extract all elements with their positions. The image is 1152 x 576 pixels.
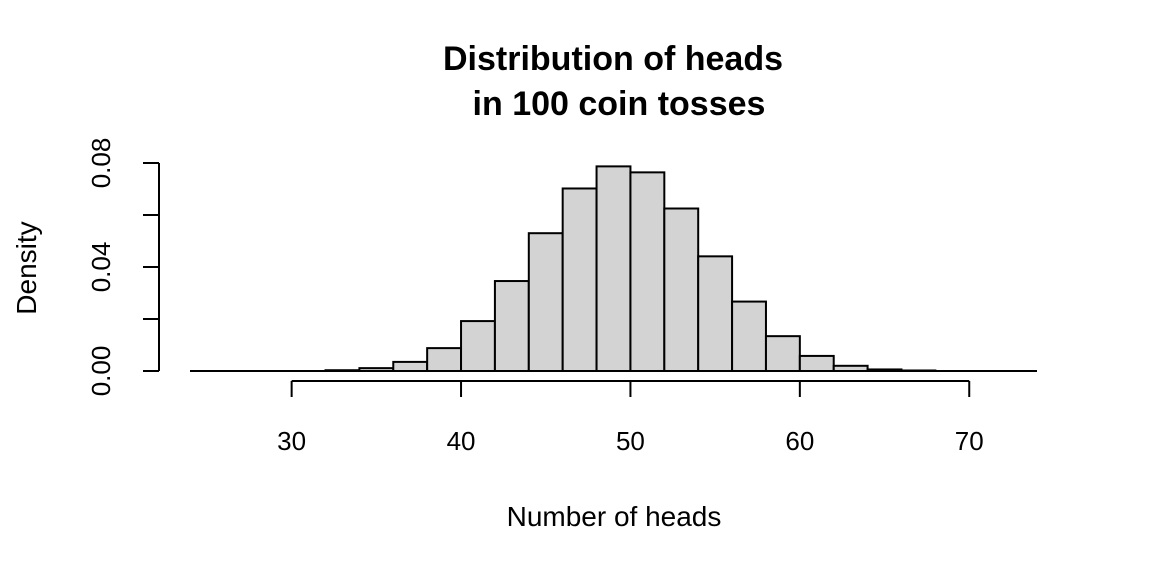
y-tick-label: 0.08 — [86, 138, 116, 189]
histogram-bar — [798, 354, 835, 373]
chart-title-line-1: Distribution of heads — [443, 40, 783, 78]
y-axis-label: Density — [11, 221, 42, 314]
x-tick-label: 50 — [616, 426, 645, 456]
x-tick-label: 70 — [955, 426, 984, 456]
histogram-bar — [561, 187, 598, 372]
y-tick-label: 0.04 — [86, 242, 116, 293]
y-tick-label: 0.00 — [86, 346, 116, 397]
y-axis: 0.00 0.04 0.08 — [86, 138, 160, 397]
histogram-bar — [764, 335, 801, 373]
histogram-bar — [663, 207, 700, 372]
chart-title-line-2: in 100 coin tosses — [473, 85, 766, 123]
histogram-bar — [460, 320, 496, 372]
x-axis: 30 40 50 60 70 — [277, 380, 984, 456]
histogram-bar — [527, 232, 564, 372]
histogram-bar — [629, 171, 666, 372]
x-tick-label: 30 — [277, 426, 306, 456]
histogram-bar — [426, 347, 463, 372]
x-axis-label: Number of heads — [507, 501, 722, 532]
x-tick-label: 40 — [447, 426, 476, 456]
histogram-bar — [697, 255, 734, 372]
x-tick-label: 60 — [785, 426, 814, 456]
histogram-bar — [731, 300, 767, 372]
histogram-bar — [493, 280, 530, 373]
bars-group — [190, 165, 1037, 373]
histogram-bar — [392, 360, 429, 372]
histogram-bar — [595, 165, 632, 372]
